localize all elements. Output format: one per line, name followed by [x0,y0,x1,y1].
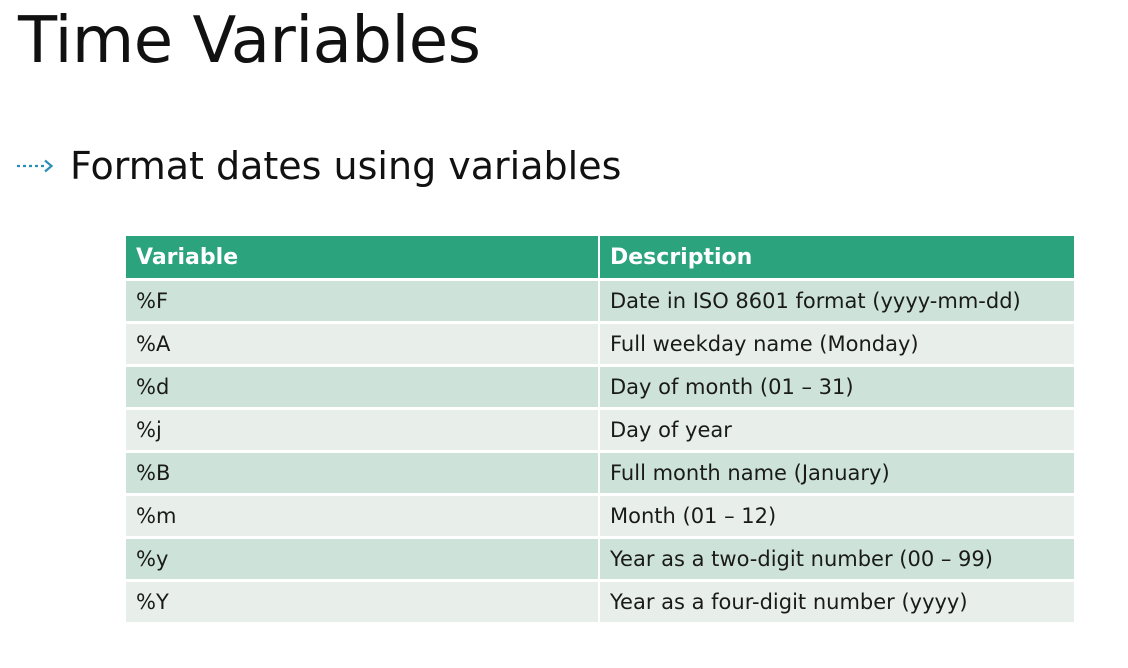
description-cell: Day of month (01 – 31) [598,364,1074,409]
variable-cell: %m [126,493,599,538]
table-header-row: Variable Description [126,236,1074,281]
table-row: %A Full weekday name (Monday) [126,321,1074,366]
table-row: %B Full month name (January) [126,450,1074,495]
description-cell: Full month name (January) [598,450,1074,495]
variable-cell: %d [126,364,599,409]
description-cell: Full weekday name (Monday) [598,321,1074,366]
table-row: %j Day of year [126,407,1074,452]
description-cell: Day of year [598,407,1074,452]
bullet-text: Format dates using variables [70,144,622,188]
dotted-arrow-icon [17,159,54,173]
table-row: %y Year as a two-digit number (00 – 99) [126,536,1074,581]
variable-cell: %F [126,278,599,323]
slide-title: Time Variables [18,4,481,78]
description-cell: Date in ISO 8601 format (yyyy-mm-dd) [598,278,1074,323]
table-row: %Y Year as a four-digit number (yyyy) [126,579,1074,622]
time-variables-table: Variable Description %F Date in ISO 8601… [126,236,1074,622]
table-row: %d Day of month (01 – 31) [126,364,1074,409]
variable-cell: %j [126,407,599,452]
variable-cell: %y [126,536,599,581]
table-row: %m Month (01 – 12) [126,493,1074,538]
variable-cell: %B [126,450,599,495]
description-cell: Year as a two-digit number (00 – 99) [598,536,1074,581]
variable-cell: %A [126,321,599,366]
bullet-item: Format dates using variables [16,140,621,192]
variable-cell: %Y [126,579,599,622]
description-cell: Year as a four-digit number (yyyy) [598,579,1074,622]
description-cell: Month (01 – 12) [598,493,1074,538]
header-description: Description [598,236,1074,281]
table-row: %F Date in ISO 8601 format (yyyy-mm-dd) [126,278,1074,323]
header-variable: Variable [126,236,599,281]
